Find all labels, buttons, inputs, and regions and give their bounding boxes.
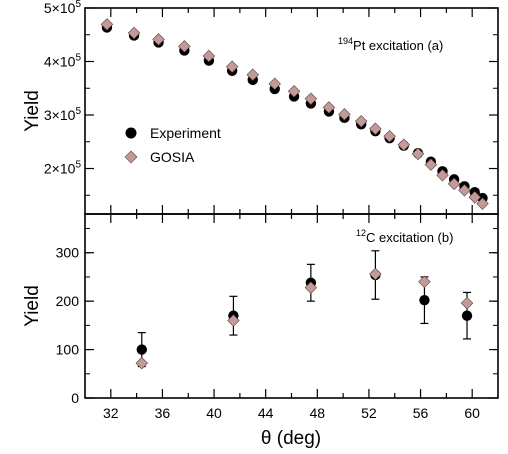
panel-b: 0 100 200 300 32 36 40 44 48 52 56 60 Yield 12C ex… xyxy=(22,213,499,449)
x-tick-label: 44 xyxy=(258,405,274,421)
panel-b-annotation-text: C excitation (b) xyxy=(366,230,453,245)
x-tick-label: 56 xyxy=(413,405,429,421)
gosia-point xyxy=(418,275,431,289)
x-axis-label: θ (deg) xyxy=(261,428,321,449)
gosia-point xyxy=(460,296,474,310)
gosia-point xyxy=(100,18,114,31)
gosia-point xyxy=(227,314,240,327)
gosia-point xyxy=(458,184,471,197)
legend-gosia-label: GOSIA xyxy=(150,149,195,165)
gosia-point xyxy=(369,267,382,281)
panel-b-marks xyxy=(135,250,474,370)
y-tick-label-mantissa: 3×10 xyxy=(44,107,76,123)
gosia-point xyxy=(468,191,481,204)
y-tick-label: 2×105 xyxy=(44,160,82,177)
panel-a-ticks xyxy=(85,7,498,214)
gosia-point xyxy=(135,356,149,370)
x-tick-label: 52 xyxy=(361,405,377,421)
gosia-point xyxy=(178,40,191,53)
gosia-point xyxy=(447,177,461,191)
gosia-point xyxy=(476,197,489,210)
y-tick-label-exponent: 5 xyxy=(75,0,81,10)
legend-gosia-marker xyxy=(124,150,138,164)
legend: Experiment GOSIA xyxy=(124,125,221,165)
y-tick-label-mantissa: 4×10 xyxy=(44,54,76,70)
x-tick-label: 36 xyxy=(155,405,171,421)
gosia-point xyxy=(436,169,449,182)
y-tick-label-mantissa: 5×10 xyxy=(44,0,76,16)
gosia-point xyxy=(322,101,336,114)
legend-experiment-label: Experiment xyxy=(150,125,221,141)
gosia-point xyxy=(246,68,260,81)
gosia-point xyxy=(304,92,318,106)
gosia-point xyxy=(411,147,425,161)
x-tick-label: 32 xyxy=(103,405,119,421)
x-tick-label: 48 xyxy=(310,405,326,421)
y-tick-label: 5×105 xyxy=(44,0,82,16)
y-tick-label: 4×105 xyxy=(44,53,82,70)
panel-b-ticks xyxy=(85,214,498,399)
panel-a-annotation-sup: 194 xyxy=(338,36,353,46)
panel-b-x-tick-labels: 32 36 40 44 48 52 56 60 xyxy=(103,405,480,421)
y-tick-label: 3×105 xyxy=(44,106,82,123)
panel-b-annotation: 12C excitation (b) xyxy=(356,228,453,245)
gosia-point xyxy=(287,85,301,98)
gosia-point xyxy=(152,33,165,46)
x-tick-label: 40 xyxy=(206,405,222,421)
gosia-point xyxy=(268,77,281,91)
gosia-point xyxy=(397,138,411,152)
gosia-point xyxy=(225,60,239,73)
y-tick-label-exponent: 5 xyxy=(75,53,81,64)
experiment-point xyxy=(461,310,473,321)
gosia-point xyxy=(424,158,438,171)
panel-b-y-tick-labels: 0 100 200 300 xyxy=(56,245,80,406)
x-tick-label: 60 xyxy=(464,405,480,421)
experiment-point xyxy=(419,294,430,306)
y-tick-label: 100 xyxy=(56,342,80,358)
panel-a-y-axis-label: Yield xyxy=(22,90,43,132)
gosia-point xyxy=(383,130,396,143)
gosia-point xyxy=(127,26,141,40)
panel-a-annotation-text: Pt excitation (a) xyxy=(353,38,443,53)
y-tick-label-mantissa: 2×10 xyxy=(44,161,76,177)
legend-experiment-marker xyxy=(125,127,137,139)
gosia-point xyxy=(338,108,351,121)
panel-b-annotation-sup: 12 xyxy=(356,228,366,238)
y-tick-label: 200 xyxy=(56,293,80,309)
panel-a-marks xyxy=(100,18,489,210)
y-tick-label: 0 xyxy=(71,390,79,406)
gosia-point xyxy=(202,49,216,63)
panel-b-y-axis-label: Yield xyxy=(22,285,43,327)
y-tick-label-exponent: 5 xyxy=(75,160,81,171)
gosia-point xyxy=(369,122,382,135)
experiment-point xyxy=(136,344,147,355)
panel-a-annotation: 194Pt excitation (a) xyxy=(338,36,443,53)
y-tick-label-exponent: 5 xyxy=(75,106,81,117)
gosia-point xyxy=(354,115,368,128)
y-tick-label: 300 xyxy=(56,245,80,261)
gosia-point xyxy=(304,281,318,294)
